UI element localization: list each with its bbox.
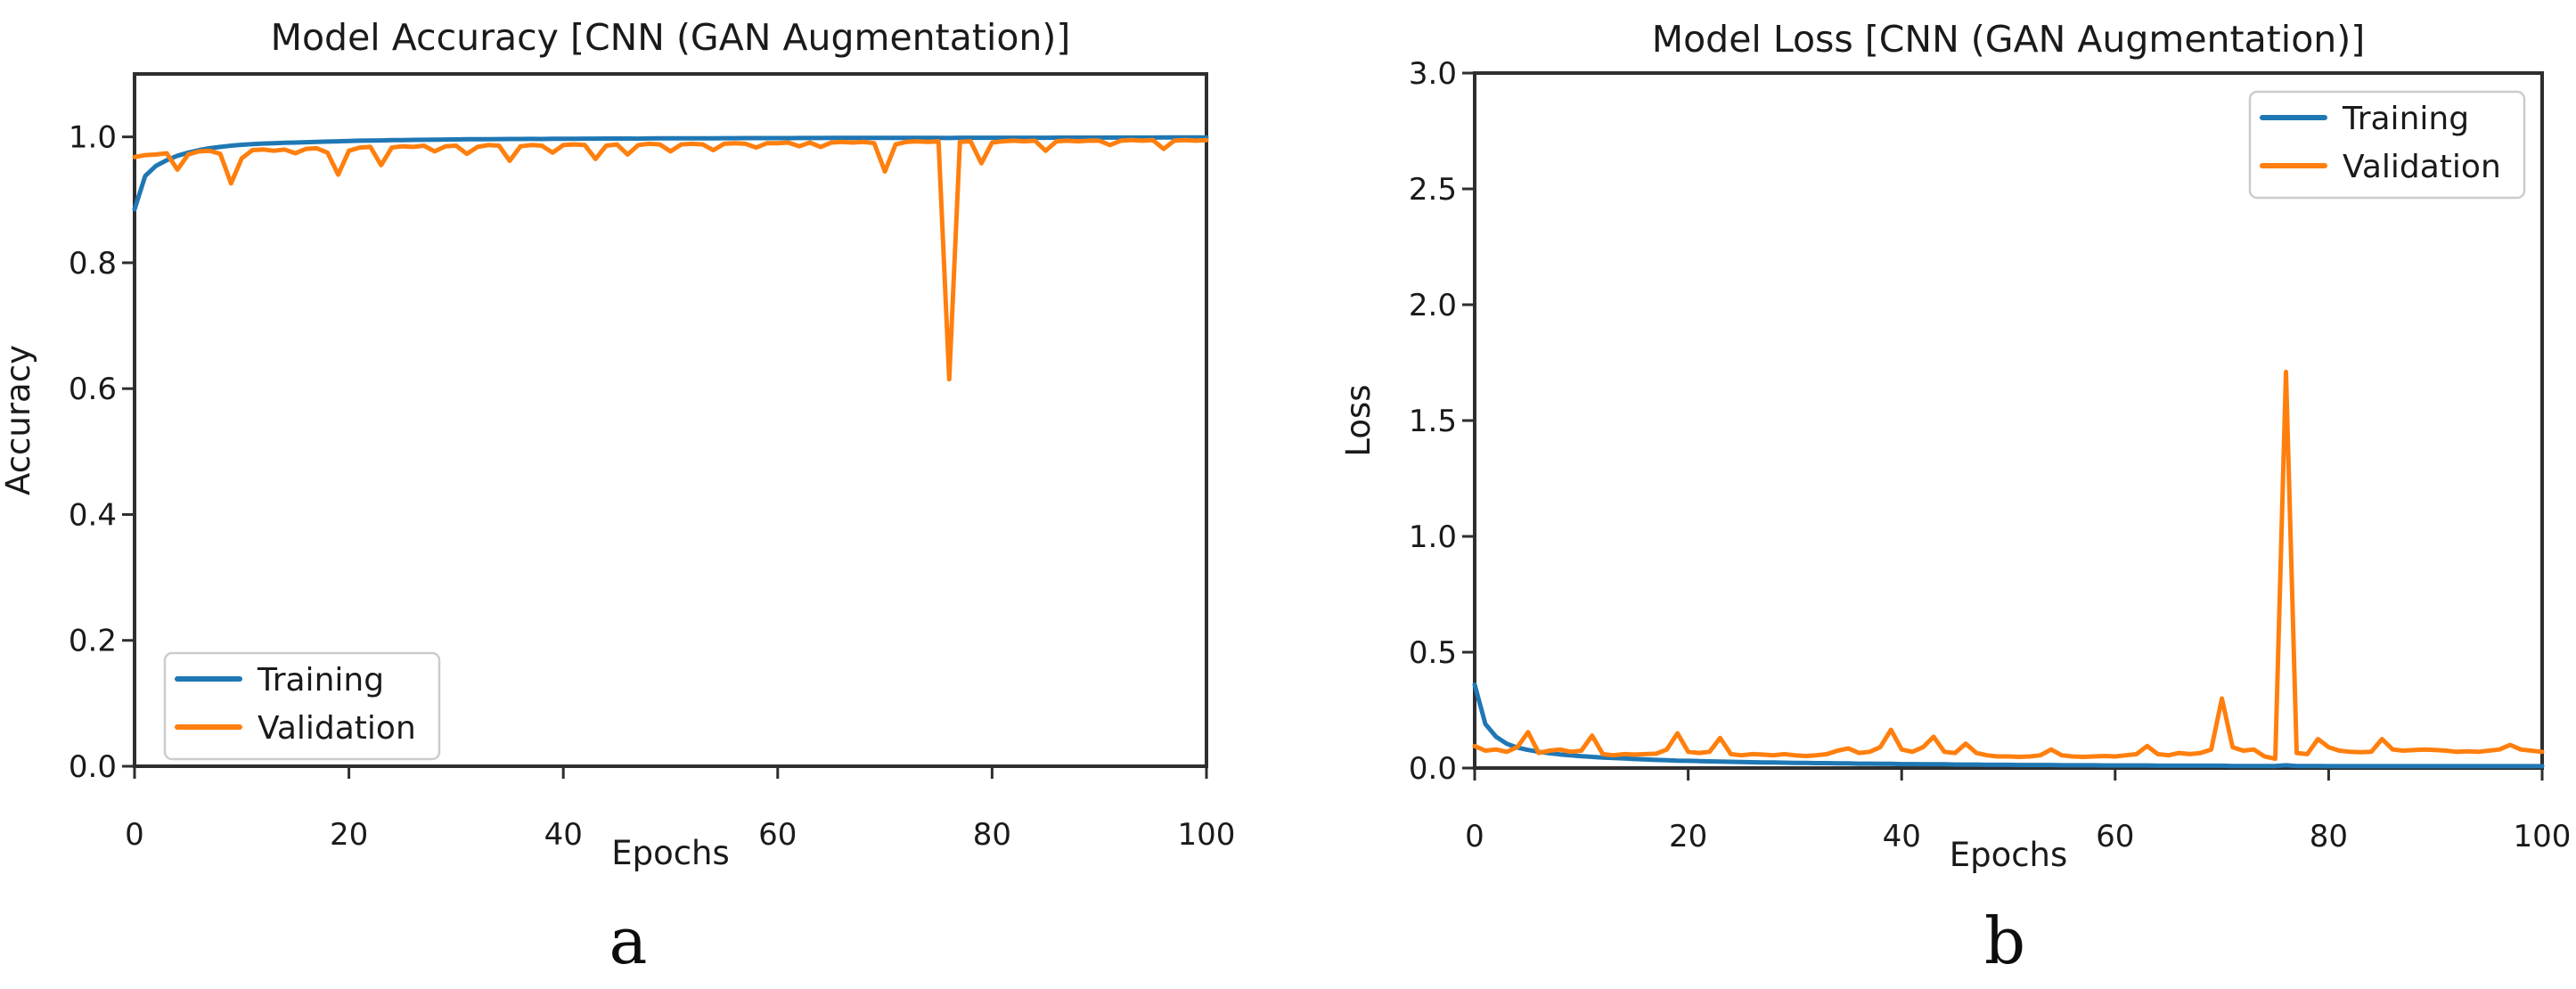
loss-chart: Model Loss [CNN (GAN Augmentation)] 0 20 40… xyxy=(1288,0,2576,900)
chart-title: Model Accuracy [CNN (GAN Augmentation)] xyxy=(271,16,1071,59)
legend-training-label: Training xyxy=(2342,101,2469,137)
x-tick-label: 100 xyxy=(2514,819,2572,854)
x-axis-label: Epochs xyxy=(1950,836,2068,874)
accuracy-chart: Model Accuracy [CNN (GAN Augmentation)] 0… xyxy=(0,0,1288,900)
x-tick-label: 80 xyxy=(973,817,1011,853)
y-tick-label: 2.0 xyxy=(1409,288,1457,323)
figure-panel-a: Model Accuracy [CNN (GAN Augmentation)] 0… xyxy=(0,0,1288,978)
x-tick-label: 80 xyxy=(2310,819,2348,854)
x-tick-label: 100 xyxy=(1178,817,1236,853)
legend-validation-label: Validation xyxy=(2343,149,2501,185)
y-tick-label: 0.8 xyxy=(69,246,117,282)
y-tick-label: 1.0 xyxy=(1409,519,1457,555)
subfigure-label-a: a xyxy=(609,903,648,978)
y-tick-label: 2.5 xyxy=(1409,172,1457,208)
y-tick-label: 3.0 xyxy=(1409,56,1457,92)
figure-panel-b: Model Loss [CNN (GAN Augmentation)] 0 20 40… xyxy=(1288,0,2576,989)
y-tick-label: 0.4 xyxy=(69,497,117,533)
y-tick-label: 1.0 xyxy=(69,120,117,156)
plot-border xyxy=(133,72,1208,768)
x-tick-label: 40 xyxy=(1883,819,1921,854)
x-tick-label: 20 xyxy=(330,817,368,853)
x-tick-label: 60 xyxy=(2096,819,2134,854)
y-axis-label: Accuracy xyxy=(0,345,37,495)
training-line xyxy=(1472,682,2545,769)
y-tick-label: 0.2 xyxy=(69,624,117,659)
y-tick-label: 0.0 xyxy=(69,749,117,785)
subfigure-label-b: b xyxy=(1983,903,2026,978)
validation-line xyxy=(132,137,1209,382)
x-axis-label: Epochs xyxy=(611,834,730,872)
x-tick-label: 60 xyxy=(758,817,797,853)
x-tick-label: 40 xyxy=(544,817,583,853)
chart-title: Model Loss [CNN (GAN Augmentation)] xyxy=(1652,18,2366,61)
legend-validation-label: Validation xyxy=(258,710,416,747)
y-tick-label: 0.0 xyxy=(1409,751,1457,787)
training-line xyxy=(132,135,1209,212)
y-tick-label: 0.6 xyxy=(69,372,117,407)
y-tick-label: 0.5 xyxy=(1409,635,1457,671)
x-tick-label: 0 xyxy=(125,817,144,853)
y-axis-label: Loss xyxy=(1339,384,1378,456)
legend-training-label: Training xyxy=(257,662,384,699)
y-tick-label: 1.5 xyxy=(1409,404,1457,439)
validation-line xyxy=(1472,369,2545,762)
x-tick-label: 0 xyxy=(1465,819,1484,854)
x-tick-label: 20 xyxy=(1669,819,1707,854)
